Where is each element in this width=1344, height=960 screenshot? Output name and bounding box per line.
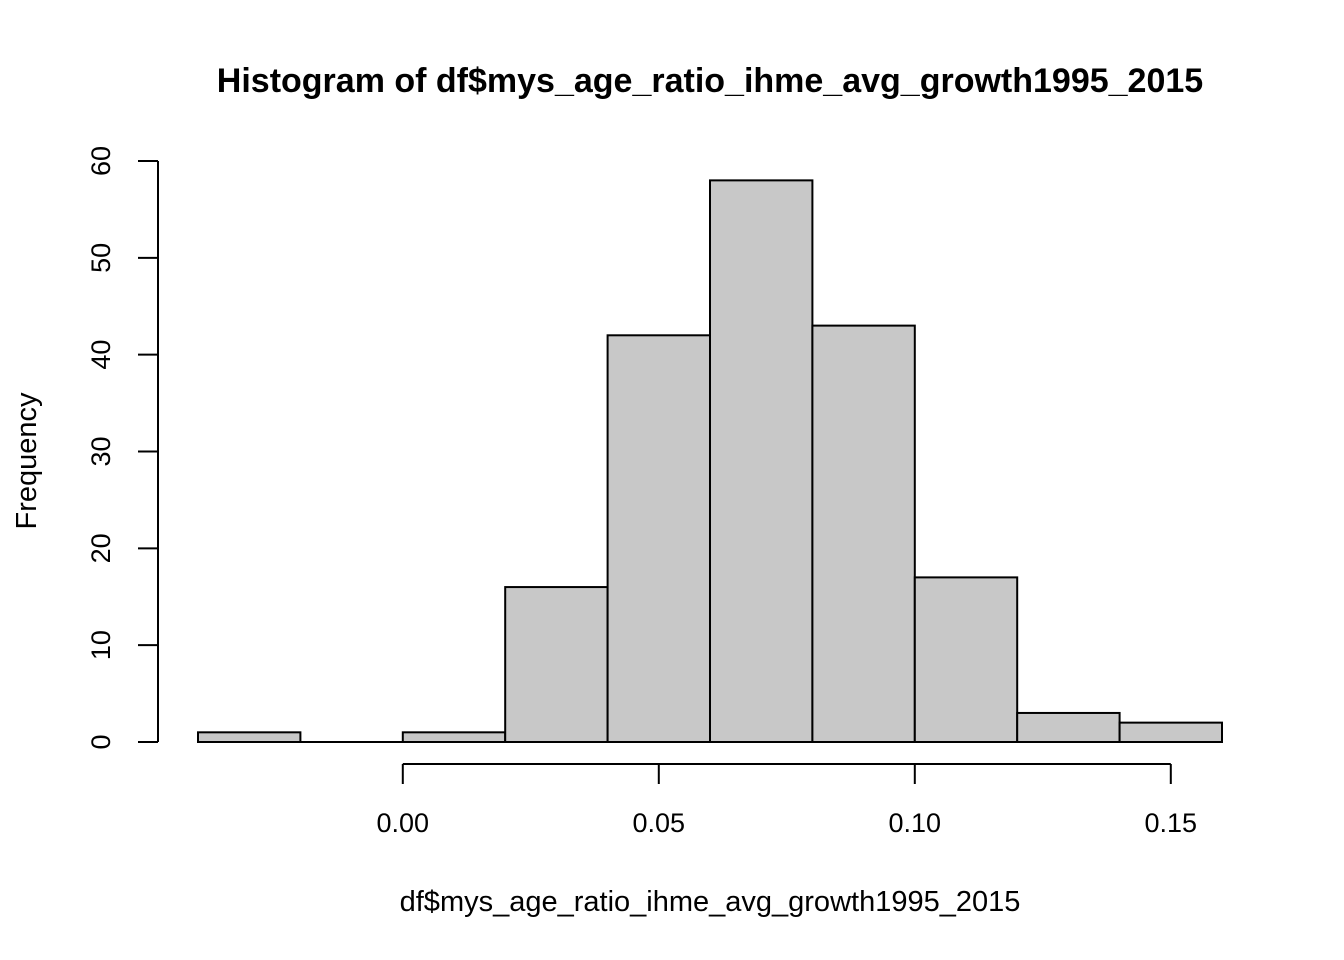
x-axis-label: df$mys_age_ratio_ihme_avg_growth1995_201…	[400, 886, 1021, 918]
x-axis: 0.00 0.05 0.10 0.15	[377, 763, 1198, 838]
histogram-bar	[913, 576, 1019, 744]
y-tick-label: 0	[86, 734, 116, 749]
y-tick-label: 20	[86, 533, 116, 563]
y-axis: 0 10 20 30 40 50 60	[86, 146, 159, 750]
y-tick-label: 50	[86, 243, 116, 273]
y-tick-label: 60	[86, 146, 116, 176]
histogram-bar	[197, 731, 302, 743]
histogram-bar	[811, 324, 916, 743]
y-tick-label: 30	[86, 436, 116, 466]
y-tick-label: 10	[86, 630, 116, 660]
histogram-bar	[504, 586, 609, 743]
y-axis-label: Frequency	[11, 392, 43, 530]
x-tick-label: 0.05	[633, 808, 686, 838]
histogram-bar	[1016, 711, 1121, 744]
histogram-bar	[1118, 721, 1223, 744]
chart-title: Histogram of df$mys_age_ratio_ihme_avg_g…	[217, 62, 1203, 100]
histogram-bar	[709, 179, 814, 744]
histogram-bar	[606, 334, 711, 743]
x-tick-label: 0.15	[1145, 808, 1198, 838]
histogram-bars	[197, 179, 1223, 744]
x-tick-label: 0.00	[377, 808, 430, 838]
histogram-bar	[401, 731, 507, 743]
x-tick-label: 0.10	[889, 808, 942, 838]
y-tick-label: 40	[86, 340, 116, 370]
